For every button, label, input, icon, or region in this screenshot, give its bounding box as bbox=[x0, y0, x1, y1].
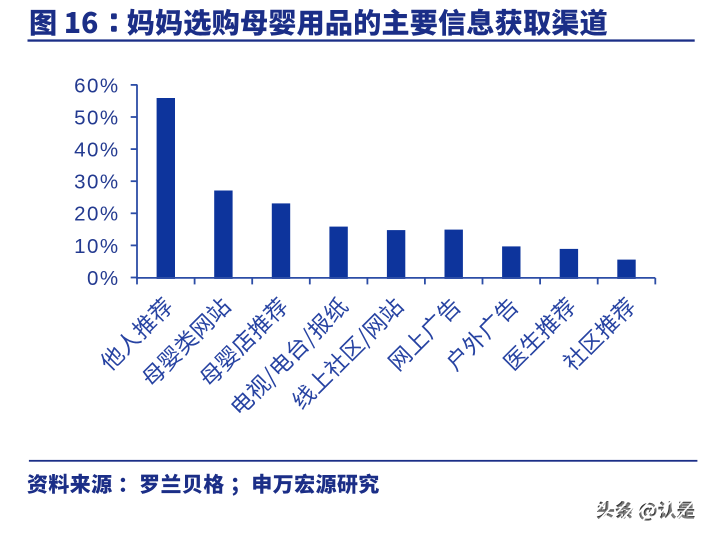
svg-text:20%: 20% bbox=[74, 203, 120, 226]
svg-text:60%: 60% bbox=[74, 74, 120, 97]
svg-text:10%: 10% bbox=[74, 235, 120, 258]
svg-text:50%: 50% bbox=[74, 106, 120, 129]
svg-text:30%: 30% bbox=[74, 171, 120, 194]
svg-text:40%: 40% bbox=[74, 139, 120, 162]
svg-text:0%: 0% bbox=[87, 267, 120, 290]
